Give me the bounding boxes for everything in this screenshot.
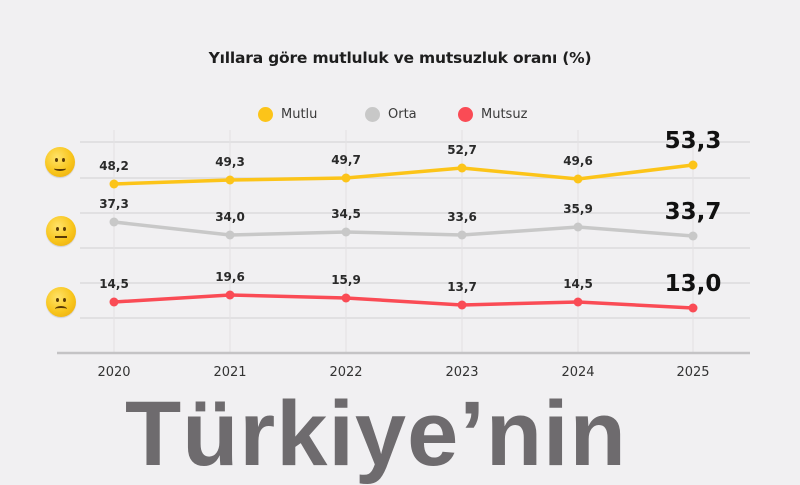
data-point <box>688 160 698 170</box>
data-label: 13,7 <box>447 280 477 294</box>
legend-dot-icon <box>258 106 273 122</box>
data-label: 37,3 <box>99 197 129 211</box>
data-point <box>109 217 119 227</box>
series-lines <box>109 160 698 313</box>
data-point <box>688 303 698 313</box>
x-tick-label: 2024 <box>561 365 594 380</box>
data-label: 19,6 <box>215 270 245 284</box>
data-point <box>225 290 235 300</box>
x-tick-label: 2020 <box>97 365 130 380</box>
data-point <box>457 300 467 310</box>
data-labels: 48,2 49,3 49,7 52,7 49,6 53,3 37,3 34,0 34,5 33,6… <box>99 128 721 297</box>
data-point <box>457 230 467 240</box>
legend-label: Orta <box>388 106 417 122</box>
data-label: 35,9 <box>563 202 593 216</box>
slightly-smiling-face-icon <box>45 147 75 177</box>
x-axis: 2020 2021 2022 2023 2024 2025 <box>57 351 750 380</box>
legend-dot-icon <box>365 106 380 122</box>
data-label: 48,2 <box>99 159 129 173</box>
data-label: 52,7 <box>447 143 477 157</box>
x-tick-label: 2022 <box>329 365 362 380</box>
gridlines <box>80 130 750 353</box>
series-line-mutlu <box>113 163 694 186</box>
data-point <box>109 179 119 189</box>
data-point <box>573 297 583 307</box>
data-point <box>225 175 235 185</box>
data-label: 49,3 <box>215 155 245 169</box>
data-label: 49,6 <box>563 154 593 168</box>
data-label: 33,6 <box>447 210 477 224</box>
x-tick-label: 2025 <box>676 365 709 380</box>
frowning-face-icon <box>46 287 76 317</box>
x-tick-label: 2021 <box>213 365 246 380</box>
legend-label: Mutsuz <box>481 106 528 122</box>
legend-label: Mutlu <box>281 106 318 122</box>
data-label: 15,9 <box>331 273 361 287</box>
data-label: 34,0 <box>215 210 245 224</box>
series-line-orta <box>113 220 694 238</box>
data-point <box>573 222 583 232</box>
series-line-mutsuz <box>113 293 694 310</box>
data-label: 34,5 <box>331 207 361 221</box>
data-point <box>573 174 583 184</box>
legend-dot-icon <box>458 106 473 122</box>
legend-item-orta: Orta <box>365 104 417 124</box>
data-point <box>457 163 467 173</box>
data-point <box>109 297 119 307</box>
data-point <box>341 293 351 303</box>
line-chart: 2020 2021 2022 2023 2024 2025 48,2 49,3 49,7 52,… <box>57 128 750 380</box>
data-label: 14,5 <box>99 277 129 291</box>
data-point <box>341 173 351 183</box>
data-point <box>688 231 698 241</box>
data-point <box>341 227 351 237</box>
data-label: 49,7 <box>331 153 361 167</box>
data-label: 53,3 <box>665 128 722 154</box>
data-label: 14,5 <box>563 277 593 291</box>
data-label: 13,0 <box>665 271 722 297</box>
data-point <box>225 230 235 240</box>
data-label: 33,7 <box>665 199 722 225</box>
legend-item-mutsuz: Mutsuz <box>458 104 527 124</box>
headline-text: Türkiye’nin <box>125 383 627 485</box>
neutral-face-icon <box>46 216 76 246</box>
chart-title: Yıllara göre mutluluk ve mutsuzluk oranı… <box>208 49 592 67</box>
legend-item-mutlu: Mutlu <box>258 104 317 124</box>
x-tick-label: 2023 <box>445 365 478 380</box>
chart-legend: Mutlu Orta Mutsuz <box>0 104 800 124</box>
